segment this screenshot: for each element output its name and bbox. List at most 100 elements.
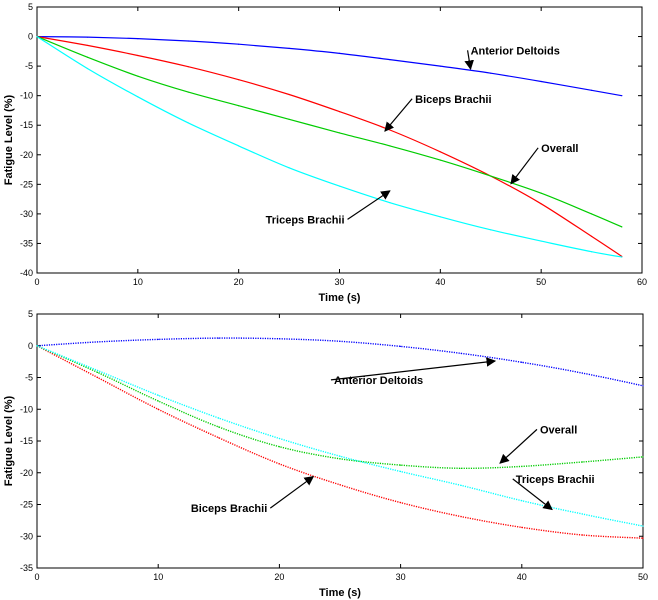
bottom-point-triceps-brachii — [642, 525, 644, 527]
top-point-triceps-brachii — [490, 229, 492, 231]
bottom-point-triceps-brachii — [218, 417, 220, 419]
bottom-point-biceps-brachii — [278, 463, 280, 465]
top-y-tick-label: 0 — [28, 32, 33, 42]
top-annotation-triceps-brachii: Triceps Brachii — [266, 214, 345, 226]
bottom-point-triceps-brachii — [581, 513, 584, 515]
bottom-x-tick-label: 10 — [153, 572, 163, 582]
top-point-triceps-brachii — [288, 167, 290, 169]
bottom-point-overall — [400, 464, 402, 466]
bottom-point-biceps-brachii — [642, 537, 644, 539]
bottom-y-tick-label: -25 — [20, 500, 33, 510]
bottom-point-triceps-brachii — [339, 455, 341, 457]
bottom-y-tick-label: -30 — [20, 531, 33, 541]
bottom-x-tick-label: 30 — [396, 572, 406, 582]
top-point-overall — [590, 213, 593, 215]
bottom-point-overall — [97, 371, 99, 374]
top-annotation-biceps-brachii: Biceps Brachii — [415, 94, 491, 106]
top-point-biceps-brachii — [389, 129, 391, 131]
bottom-x-axis-title: Time (s) — [319, 587, 361, 599]
bottom-y-tick-label: 0 — [28, 341, 33, 351]
top-y-tick-label: -30 — [20, 209, 33, 219]
bottom-point-triceps-brachii — [521, 500, 523, 502]
top-point-triceps-brachii — [389, 202, 391, 204]
top-arrow-anterior-deltoids — [464, 50, 474, 71]
bottom-plot-frame — [36, 313, 644, 569]
top-y-tick-label: -25 — [20, 179, 33, 189]
bottom-y-tick-label: 5 — [28, 309, 33, 319]
top-point-overall — [621, 226, 623, 228]
bottom-y-tick-label: -35 — [20, 563, 33, 573]
top-arrow-triceps-brachii — [347, 190, 391, 220]
top-point-anterior-deltoids — [86, 36, 89, 38]
bottom-point-anterior-deltoids — [400, 345, 402, 347]
bottom-point-overall — [460, 467, 462, 469]
bottom-point-anterior-deltoids — [339, 340, 341, 342]
top-point-anterior-deltoids — [238, 43, 240, 45]
top-point-anterior-deltoids — [288, 47, 290, 49]
top-y-tick-label: -20 — [20, 150, 33, 160]
top-arrow-overall — [510, 147, 539, 185]
top-y-tick-label: -10 — [20, 91, 33, 101]
bottom-point-triceps-brachii — [400, 470, 402, 473]
top-annotation-anterior-deltoids: Anterior Deltoids — [471, 45, 560, 57]
top-point-triceps-brachii — [439, 216, 441, 218]
top-y-tick-label: -35 — [20, 238, 33, 248]
top-point-overall — [439, 159, 441, 161]
bottom-point-anterior-deltoids — [521, 361, 523, 363]
bottom-point-biceps-brachii — [97, 376, 99, 379]
top-point-biceps-brachii — [238, 79, 240, 81]
top-annotation-overall: Overall — [541, 143, 578, 155]
top-point-triceps-brachii — [338, 185, 341, 187]
top-x-tick-label: 20 — [234, 277, 244, 287]
bottom-series-triceps-brachii — [36, 345, 644, 527]
bottom-point-anterior-deltoids — [278, 338, 280, 340]
bottom-y-tick-label: -20 — [20, 468, 33, 478]
top-point-triceps-brachii — [540, 240, 542, 242]
top-x-tick-label: 50 — [536, 277, 546, 287]
top-x-tick-label: 30 — [334, 277, 344, 287]
top-x-tick-label: 40 — [435, 277, 445, 287]
top-point-anterior-deltoids — [621, 95, 623, 97]
top-point-overall — [540, 192, 542, 194]
bottom-annotation-biceps-brachii: Biceps Brachii — [191, 503, 267, 515]
bottom-point-overall — [218, 426, 220, 428]
bottom-annotation-anterior-deltoids: Anterior Deltoids — [334, 375, 423, 387]
top-point-triceps-brachii — [590, 251, 593, 253]
top-point-triceps-brachii — [137, 96, 139, 98]
bottom-point-overall — [339, 458, 341, 460]
bottom-y-axis-title: Fatigue Level (%) — [3, 395, 15, 486]
bottom-point-biceps-brachii — [581, 534, 584, 536]
top-point-overall — [187, 91, 189, 93]
top-point-overall — [389, 145, 391, 147]
bottom-point-biceps-brachii — [339, 484, 341, 486]
top-y-tick-label: -15 — [20, 120, 33, 130]
top-point-biceps-brachii — [439, 151, 441, 153]
top-point-overall — [137, 75, 139, 77]
bottom-point-biceps-brachii — [157, 408, 159, 410]
bottom-point-triceps-brachii — [157, 394, 159, 396]
top-point-overall — [86, 56, 89, 58]
bottom-annotation-overall: Overall — [540, 424, 577, 436]
top-point-overall — [238, 105, 240, 107]
bottom-point-overall — [642, 456, 644, 458]
top-point-triceps-brachii — [36, 35, 38, 38]
top-point-anterior-deltoids — [490, 72, 492, 74]
chart-top: 50-5-10-15-20-25-30-35-400 10 20 30 40 50 60Ti… — [3, 2, 647, 304]
top-point-overall — [288, 118, 290, 120]
bottom-y-tick-label: -10 — [20, 404, 33, 414]
bottom-point-anterior-deltoids — [460, 352, 462, 354]
top-point-biceps-brachii — [288, 93, 290, 96]
bottom-point-triceps-brachii — [278, 437, 280, 440]
top-point-triceps-brachii — [86, 67, 89, 70]
top-y-tick-label: -40 — [20, 268, 33, 278]
top-point-triceps-brachii — [238, 145, 240, 147]
bottom-point-overall — [278, 446, 280, 448]
bottom-point-triceps-brachii — [36, 345, 38, 347]
top-series-overall — [36, 36, 623, 228]
top-x-tick-label: 10 — [133, 277, 143, 287]
top-point-anterior-deltoids — [439, 65, 441, 67]
bottom-point-biceps-brachii — [400, 501, 402, 504]
bottom-point-anterior-deltoids — [157, 338, 159, 340]
